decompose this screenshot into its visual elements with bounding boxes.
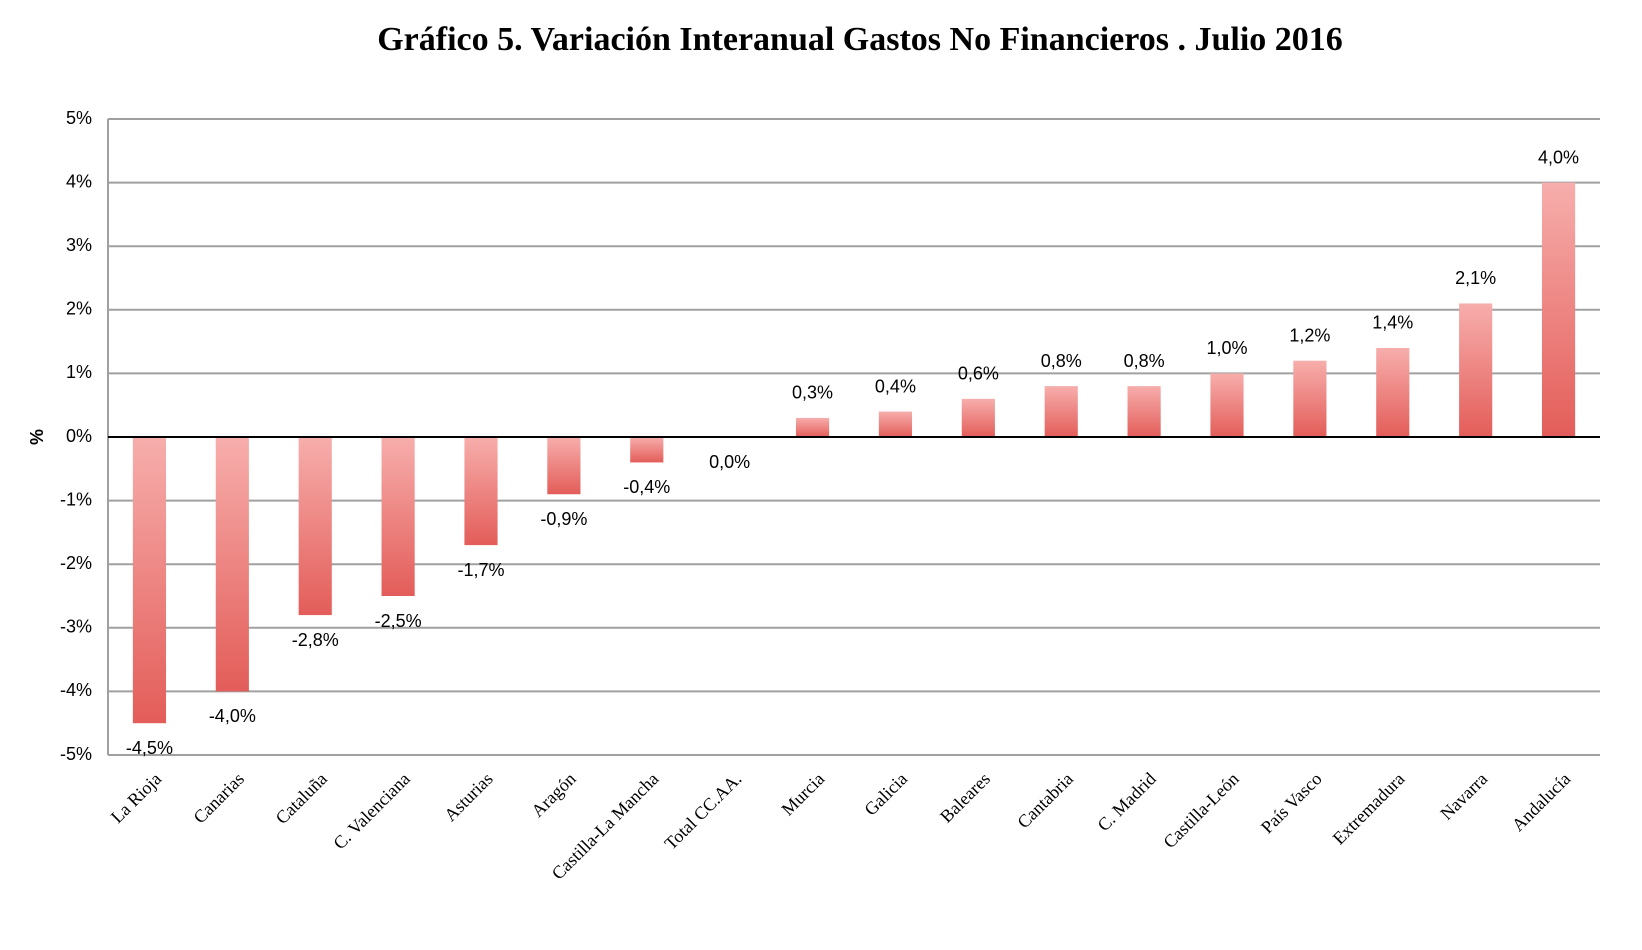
value-label: 1,4% [1372,313,1413,333]
bar [1376,347,1410,437]
value-label: 0,8% [1124,351,1165,371]
bar [1127,386,1161,437]
value-label: 1,0% [1206,338,1247,358]
y-tick-label: 3% [66,235,92,255]
value-label: 0,8% [1041,351,1082,371]
y-tick-label: -5% [60,744,92,764]
x-tick-label: Cantabria [1013,769,1077,833]
x-tick-label: Galicia [860,769,911,820]
bar [961,398,995,437]
y-tick-label: 1% [66,362,92,382]
y-tick-label: -1% [60,489,92,509]
x-tick-label: C. Madrid [1093,769,1159,835]
value-label: 2,1% [1455,268,1496,288]
y-tick-label: -3% [60,617,92,637]
bar [298,437,332,616]
x-tick-label: País Vasco [1257,769,1326,838]
bar [1044,386,1078,437]
value-label: 0,4% [875,376,916,396]
value-label: -0,9% [540,509,587,529]
x-tick-label: Castilla-León [1159,769,1242,852]
x-tick-label: Andalucía [1508,769,1574,835]
x-tick-label: Navarra [1436,769,1491,824]
y-tick-label: 4% [66,171,92,191]
value-label: 0,0% [709,452,750,472]
y-axis-label: % [27,429,47,445]
x-tick-label: Extremadura [1329,769,1409,849]
bar [215,437,249,692]
value-label: 0,6% [958,364,999,384]
value-label: -0,4% [623,477,670,497]
bar [1541,182,1576,437]
bar [464,437,498,546]
y-tick-label: -4% [60,680,92,700]
x-tick-label: Asturias [440,769,497,826]
y-tick-label: -2% [60,553,92,573]
x-tick-label: Aragón [527,769,579,821]
bar [630,437,664,463]
bar [381,437,415,596]
chart-title: Gráfico 5. Variación Interanual Gastos N… [377,21,1343,58]
y-tick-label: 5% [66,108,92,128]
bar [132,437,167,724]
value-label: -2,5% [375,611,422,631]
x-tick-label: Cataluña [272,769,331,828]
value-label: -2,8% [292,630,339,650]
bar [1459,303,1493,437]
x-tick-label: Murcia [777,769,828,820]
y-tick-label: 0% [66,426,92,446]
value-label: -4,0% [209,706,256,726]
value-label: 1,2% [1289,325,1330,345]
value-label: -1,7% [457,560,504,580]
y-tick-label: 2% [66,299,92,319]
bar [795,417,830,437]
x-tick-label: C. Valenciana [329,769,414,854]
value-label: 0,3% [792,383,833,403]
bar [1210,373,1244,437]
x-tick-label: La Rioja [107,769,165,827]
value-label: 4,0% [1538,147,1579,167]
x-tick-label: Canarias [189,769,248,828]
bar [547,437,581,495]
x-tick-label: Baleares [936,769,994,827]
value-label: -4,5% [126,738,173,758]
x-tick-label: Total CC.AA. [660,769,745,854]
bar [878,411,913,437]
bar [1293,360,1327,437]
